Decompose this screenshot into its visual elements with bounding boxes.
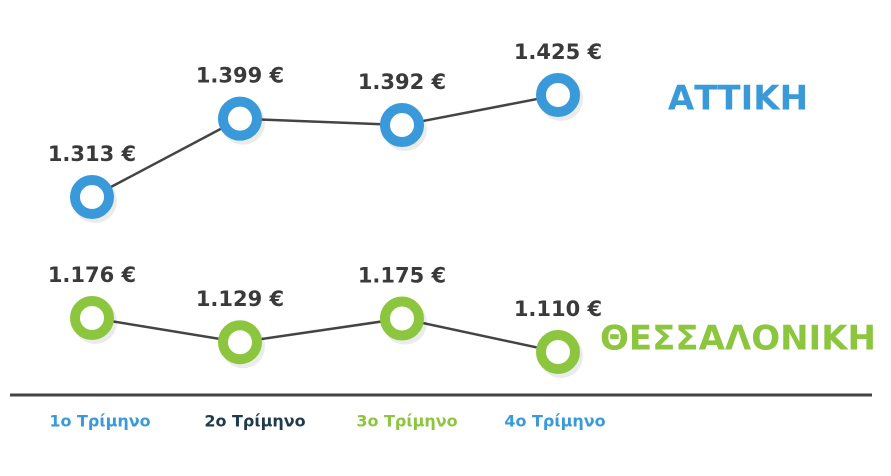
marker <box>536 330 580 374</box>
x-tick-label: 4ο Τρίμηνο <box>504 412 605 431</box>
marker <box>380 296 424 341</box>
x-tick-label: 3ο Τρίμηνο <box>356 412 457 431</box>
marker <box>218 320 262 365</box>
value-label: 1.313 € <box>48 142 136 166</box>
series-line <box>91 93 559 199</box>
marker <box>380 103 424 148</box>
value-label: 1.129 € <box>196 287 284 311</box>
value-label: 1.176 € <box>48 263 136 287</box>
value-label: 1.175 € <box>358 264 446 288</box>
marker <box>536 73 580 117</box>
marker <box>70 175 114 219</box>
marker <box>218 96 262 141</box>
marker <box>70 296 114 340</box>
series-name: ΑΤΤΙΚΗ <box>668 79 808 119</box>
value-label: 1.425 € <box>514 40 602 64</box>
value-label: 1.399 € <box>196 64 284 88</box>
x-tick-label: 2ο Τρίμηνο <box>204 412 305 431</box>
x-tick-label: 1ο Τρίμηνο <box>49 412 150 431</box>
value-label: 1.110 € <box>514 297 602 321</box>
value-label: 1.392 € <box>358 70 446 94</box>
series-name: ΘΕΣΣΑΛΟΝΙΚΗ <box>600 319 876 359</box>
series-line <box>91 316 559 354</box>
